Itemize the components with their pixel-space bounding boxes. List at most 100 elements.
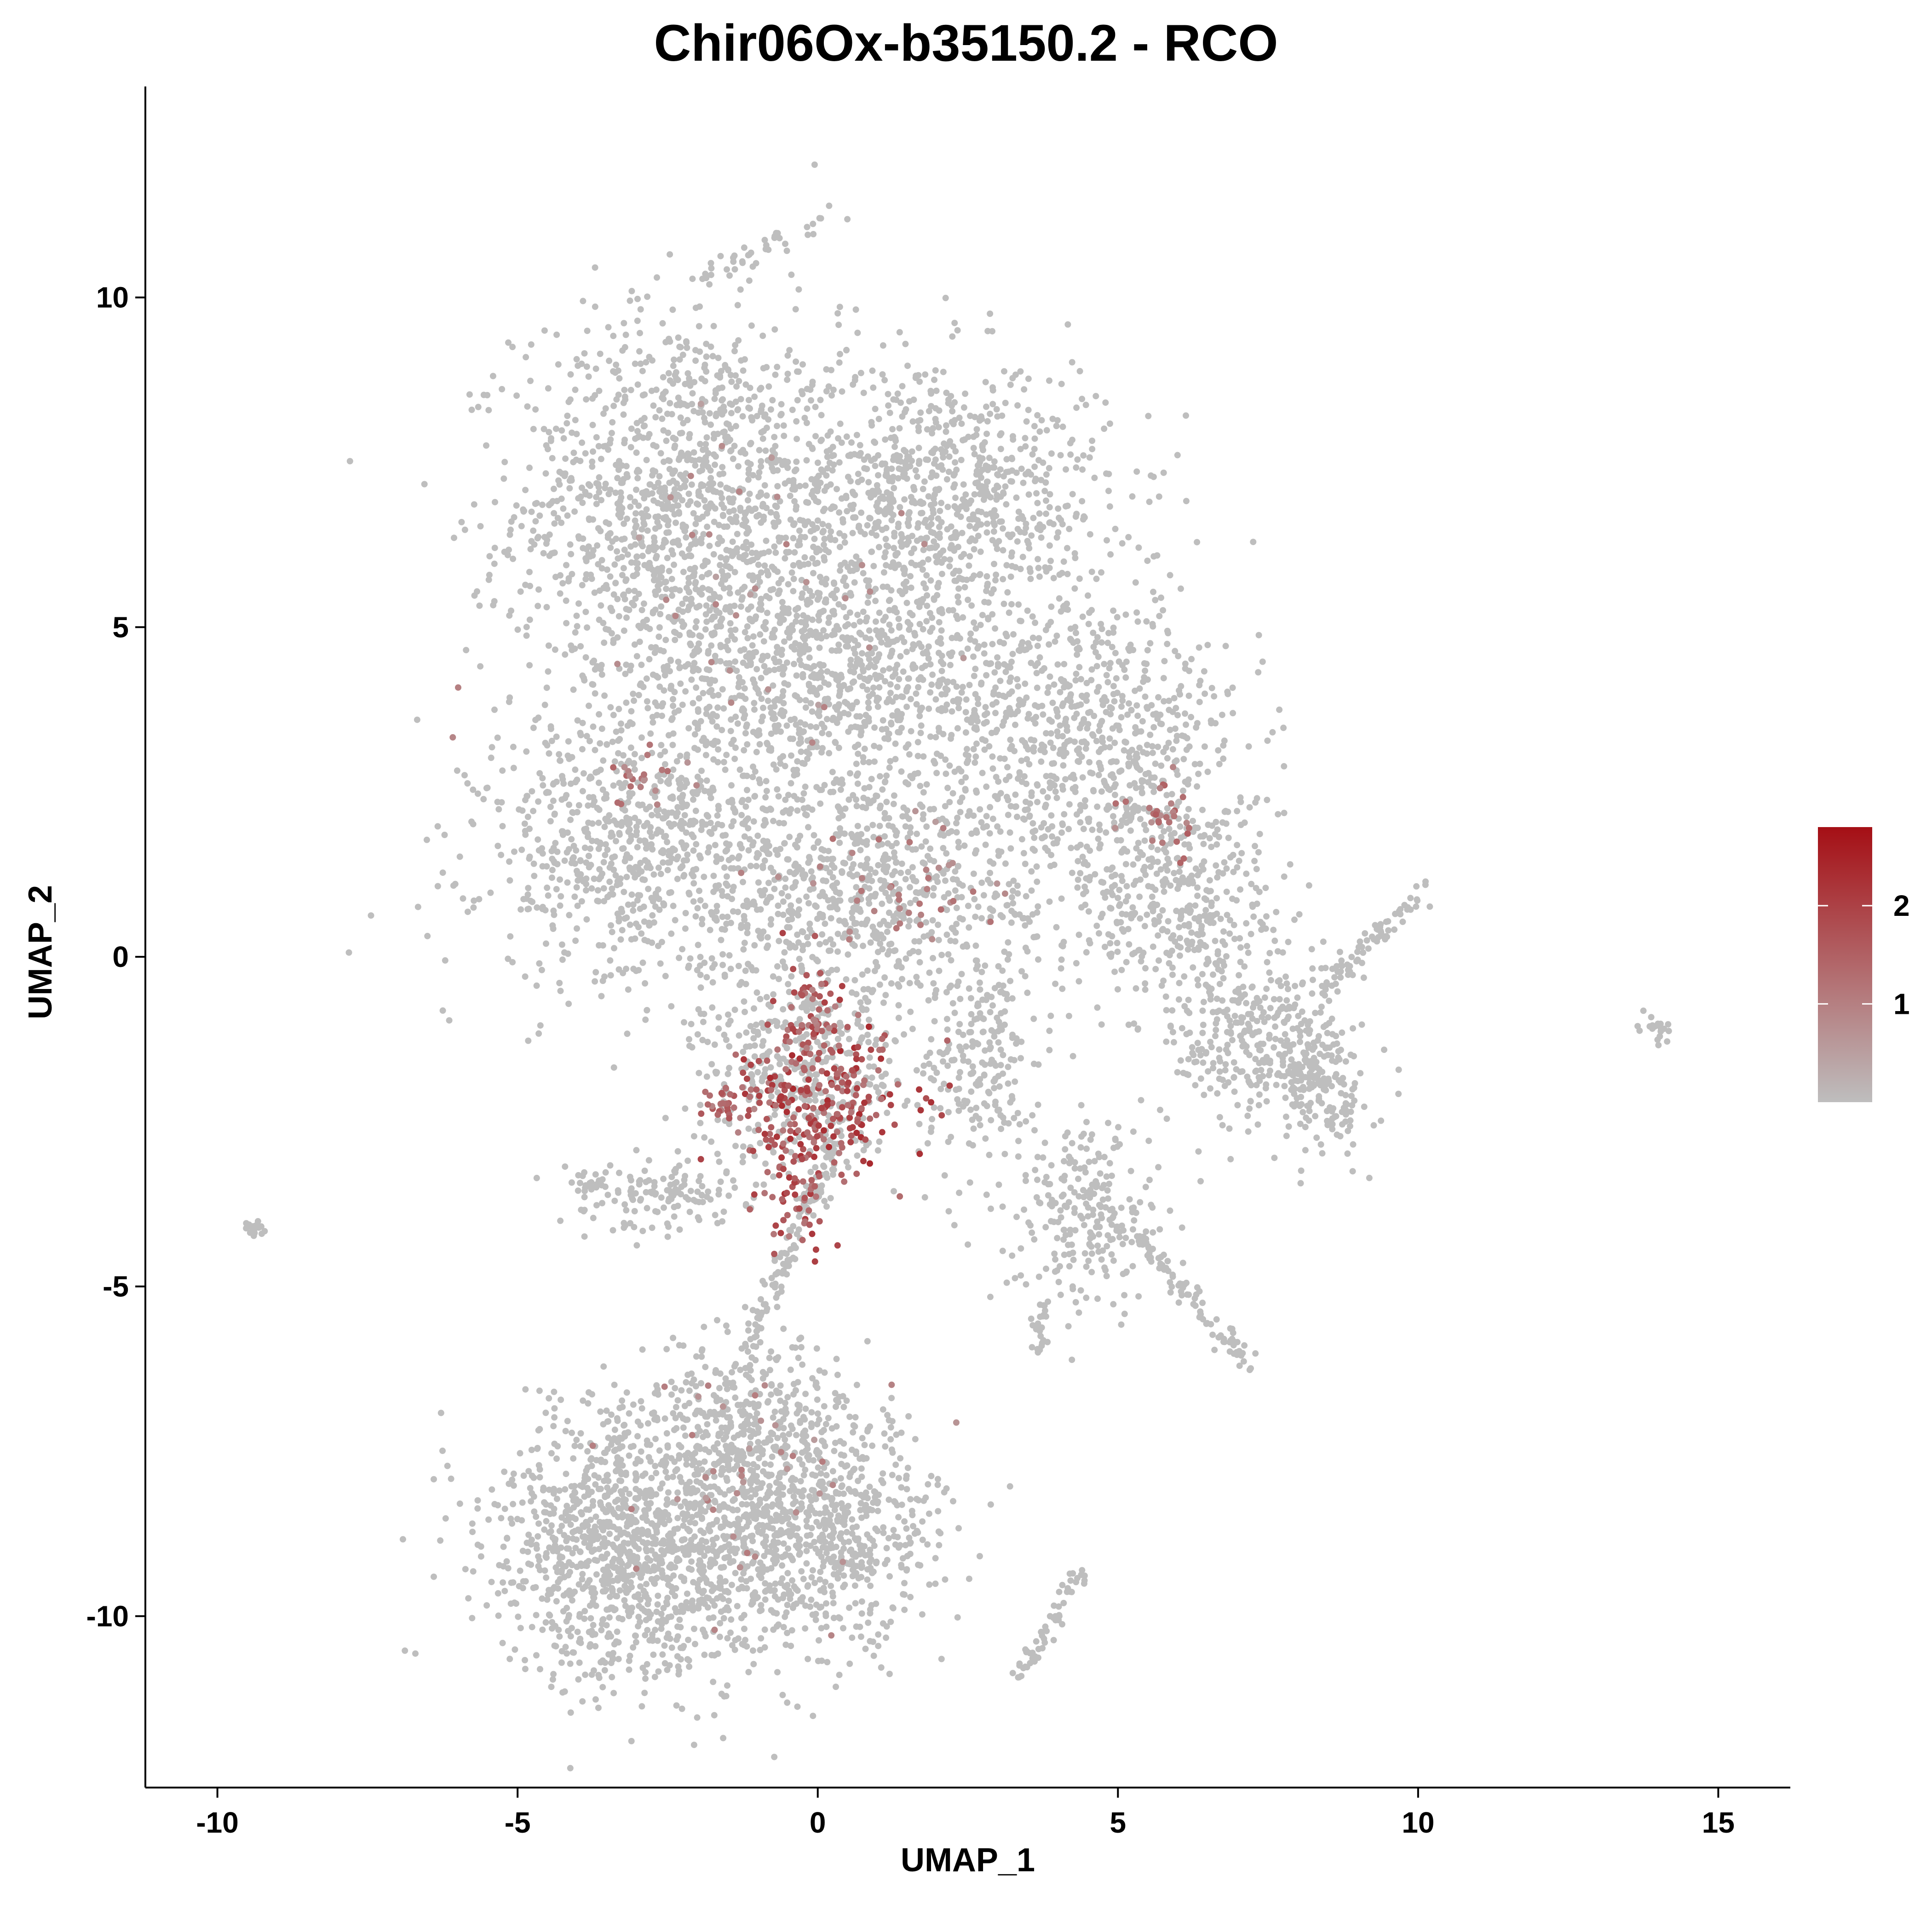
cell-point: [1031, 435, 1038, 442]
cell-point: [727, 620, 734, 627]
cell-point: [778, 651, 785, 658]
cell-point: [703, 353, 710, 360]
cell-point: [983, 710, 990, 717]
cell-point: [951, 320, 958, 327]
cell-point: [740, 367, 747, 374]
cell-point: [1251, 857, 1258, 864]
cell-point: [667, 400, 673, 407]
cell-point: [523, 895, 530, 902]
cell-point: [526, 853, 533, 860]
cell-point: [887, 690, 894, 696]
cell-point: [886, 665, 893, 672]
cell-point: [682, 688, 689, 695]
cell-point: [650, 402, 657, 409]
cell-point: [1042, 627, 1049, 633]
cell-point: [719, 892, 726, 899]
cell-point: [1126, 941, 1133, 948]
cell-point: [1029, 613, 1036, 620]
cell-point: [617, 936, 624, 943]
cell-point: [414, 716, 420, 723]
cell-point: [709, 979, 716, 986]
cell-point: [621, 889, 627, 895]
cell-point: [540, 782, 546, 789]
cell-point: [951, 547, 958, 554]
cell-point: [1078, 676, 1084, 683]
cell-point: [1003, 501, 1010, 508]
cell-point: [1225, 834, 1232, 841]
cell-point: [1080, 452, 1087, 459]
cell-point: [568, 642, 575, 649]
cell-point: [1002, 400, 1009, 406]
cell-point: [800, 790, 807, 797]
cell-point: [552, 426, 559, 432]
cell-point: [477, 663, 484, 670]
cell-point: [719, 464, 726, 471]
cell-point: [1264, 737, 1271, 744]
cell-point: [895, 615, 902, 622]
cell-point: [928, 681, 935, 688]
cell-point: [1155, 694, 1162, 701]
cell-point: [1061, 811, 1068, 818]
cell-point: [877, 773, 883, 780]
cell-point: [592, 978, 598, 985]
cell-point: [1093, 663, 1100, 670]
cell-point: [647, 481, 654, 488]
cell-point: [565, 398, 572, 405]
cell-point: [783, 722, 790, 729]
cell-point: [778, 890, 785, 897]
cell-point: [937, 507, 943, 514]
cell-point: [690, 790, 697, 797]
cell-point: [1073, 464, 1080, 471]
cell-point: [848, 559, 855, 566]
cell-point: [592, 303, 598, 310]
cell-point: [602, 485, 609, 492]
cell-point: [1058, 380, 1065, 387]
cell-point: [1119, 662, 1126, 669]
cell-point: [823, 716, 830, 723]
cell-point: [698, 574, 705, 581]
cell-point: [735, 406, 742, 413]
cell-point: [920, 753, 927, 760]
cell-point: [705, 486, 712, 493]
cell-point: [696, 348, 703, 355]
cell-point: [925, 456, 931, 463]
cell-point: [890, 496, 896, 503]
cell-point: [938, 691, 945, 698]
cell-point: [842, 637, 849, 644]
cell-point: [1252, 799, 1259, 806]
cell-point: [972, 759, 978, 766]
cell-point: [820, 541, 827, 548]
cell-point: [910, 397, 917, 403]
cell-point: [710, 322, 717, 329]
cell-point: [879, 460, 886, 467]
cell-point: [894, 390, 901, 397]
cell-point: [661, 672, 668, 678]
cell-point: [1114, 949, 1121, 955]
cell-point: [638, 754, 645, 761]
cell-point: [774, 696, 781, 702]
cell-point: [1002, 483, 1009, 490]
cell-point: [620, 752, 627, 759]
cell-point: [990, 528, 997, 535]
cell-point: [934, 584, 941, 591]
cell-point: [507, 933, 514, 940]
cell-point: [683, 339, 690, 346]
cell-point: [888, 721, 895, 728]
cell-point: [1149, 893, 1156, 900]
cell-point: [500, 475, 507, 482]
cell-point: [660, 859, 667, 866]
cell-point: [705, 586, 712, 593]
cell-point: [599, 942, 606, 949]
cell-point: [613, 396, 620, 403]
cell-point: [898, 634, 905, 641]
cell-point: [802, 642, 809, 649]
cell-point: [648, 833, 655, 840]
cell-point: [962, 709, 969, 716]
cell-point: [1213, 841, 1220, 848]
cell-point: [1204, 642, 1211, 649]
cell-point: [1102, 894, 1109, 901]
cell-point: [776, 666, 782, 673]
cell-point: [511, 848, 518, 855]
cell-point: [875, 489, 882, 495]
cell-point: [955, 700, 962, 707]
